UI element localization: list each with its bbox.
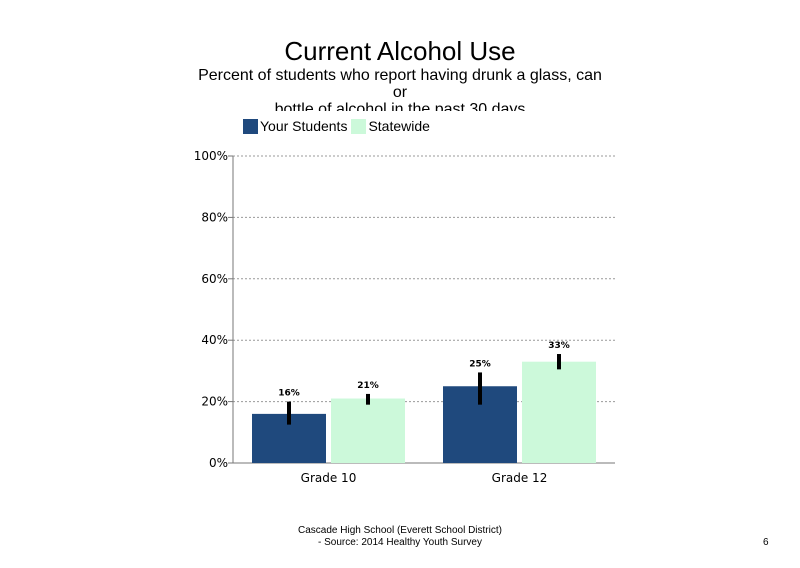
page-number: 6 (763, 537, 769, 548)
legend-label-your-students: Your Students (260, 118, 348, 134)
x-category-label: Grade 10 (301, 471, 357, 485)
footer-line-2: - Source: 2014 Healthy Youth Survey (318, 537, 482, 548)
subtitle-line-2: or (392, 84, 408, 101)
y-tick-label: 0% (209, 456, 228, 470)
legend-entry-your-students: Your Students (243, 118, 347, 134)
chart-subtitle: Percent of students who report having dr… (180, 67, 620, 111)
legend-swatch-statewide (351, 118, 367, 134)
data-label: 21% (357, 381, 379, 391)
legend-label-statewide: Statewide (368, 118, 430, 134)
y-tick-label: 40% (201, 333, 228, 347)
bar (522, 361, 596, 463)
chart-legend: Your Students Statewide (243, 118, 434, 134)
footer-line-1: Cascade High School (Everett School Dist… (298, 525, 502, 536)
data-label: 16% (278, 389, 300, 399)
x-category-label: Grade 12 (492, 471, 548, 485)
y-tick-label: 100% (194, 149, 228, 163)
y-tick-label: 20% (201, 395, 228, 409)
data-label: 33% (548, 341, 570, 351)
bar (331, 398, 405, 463)
y-tick-label: 60% (201, 272, 228, 286)
data-label: 25% (469, 359, 491, 369)
chart-title: Current Alcohol Use (284, 36, 516, 66)
legend-entry-statewide: Statewide (351, 118, 430, 134)
subtitle-line-3: bottle of alcohol in the past 30 days (274, 101, 526, 111)
subtitle-line-1: Percent of students who report having dr… (198, 67, 602, 84)
y-tick-label: 80% (201, 210, 228, 224)
legend-swatch-your-students (243, 118, 258, 134)
footer-source: Cascade High School (Everett School Dist… (0, 525, 800, 549)
